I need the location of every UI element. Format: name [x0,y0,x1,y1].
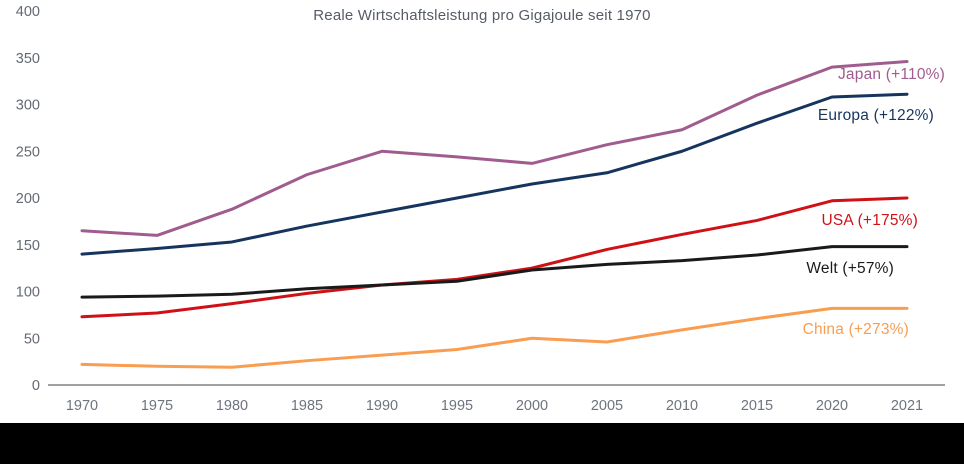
y-axis-tick-label: 0 [32,378,40,394]
y-axis-tick-label: 400 [16,4,40,20]
y-axis-tick-label: 150 [16,238,40,254]
x-axis-tick-label: 1970 [66,398,98,414]
x-axis-tick-label: 1995 [441,398,473,414]
y-axis-tick-label: 200 [16,191,40,207]
series-line-europa [80,92,909,256]
x-axis-tick-label: 2021 [891,398,923,414]
x-axis-tick-label: 2020 [816,398,848,414]
series-label-japan: Japan (+110%) [838,66,945,83]
y-axis-tick-label: 50 [24,331,40,347]
series-label-usa: USA (+175%) [821,212,918,229]
y-axis-tick-label: 250 [16,144,40,160]
x-axis-tick-label: 2010 [666,398,698,414]
x-axis-tick-label: 1975 [141,398,173,414]
y-axis-tick-label: 100 [16,285,40,301]
series-line-china [80,306,909,369]
y-axis-tick-label: 300 [16,98,40,114]
line-chart: 0 50 100 150 200 250 300 350 400 1970 1975 1980 1985… [16,4,945,414]
x-axis-tick-label: 2000 [516,398,548,414]
series-label-welt: Welt (+57%) [806,260,894,277]
series-line-welt [80,245,909,299]
x-axis-tick-label: 1985 [291,398,323,414]
y-axis-tick-label: 350 [16,51,40,67]
x-axis-tick-label: 1990 [366,398,398,414]
series-label-china: China (+273%) [803,321,909,338]
series-line-usa [80,196,909,319]
x-axis-tick-label: 2005 [591,398,623,414]
chart-title: Reale Wirtschaftsleistung pro Gigajoule … [313,7,651,24]
footer-bar [0,423,964,464]
x-axis-tick-label: 1980 [216,398,248,414]
series-line-japan [80,59,909,237]
series-label-europa: Europa (+122%) [818,107,934,124]
x-axis-tick-label: 2015 [741,398,773,414]
